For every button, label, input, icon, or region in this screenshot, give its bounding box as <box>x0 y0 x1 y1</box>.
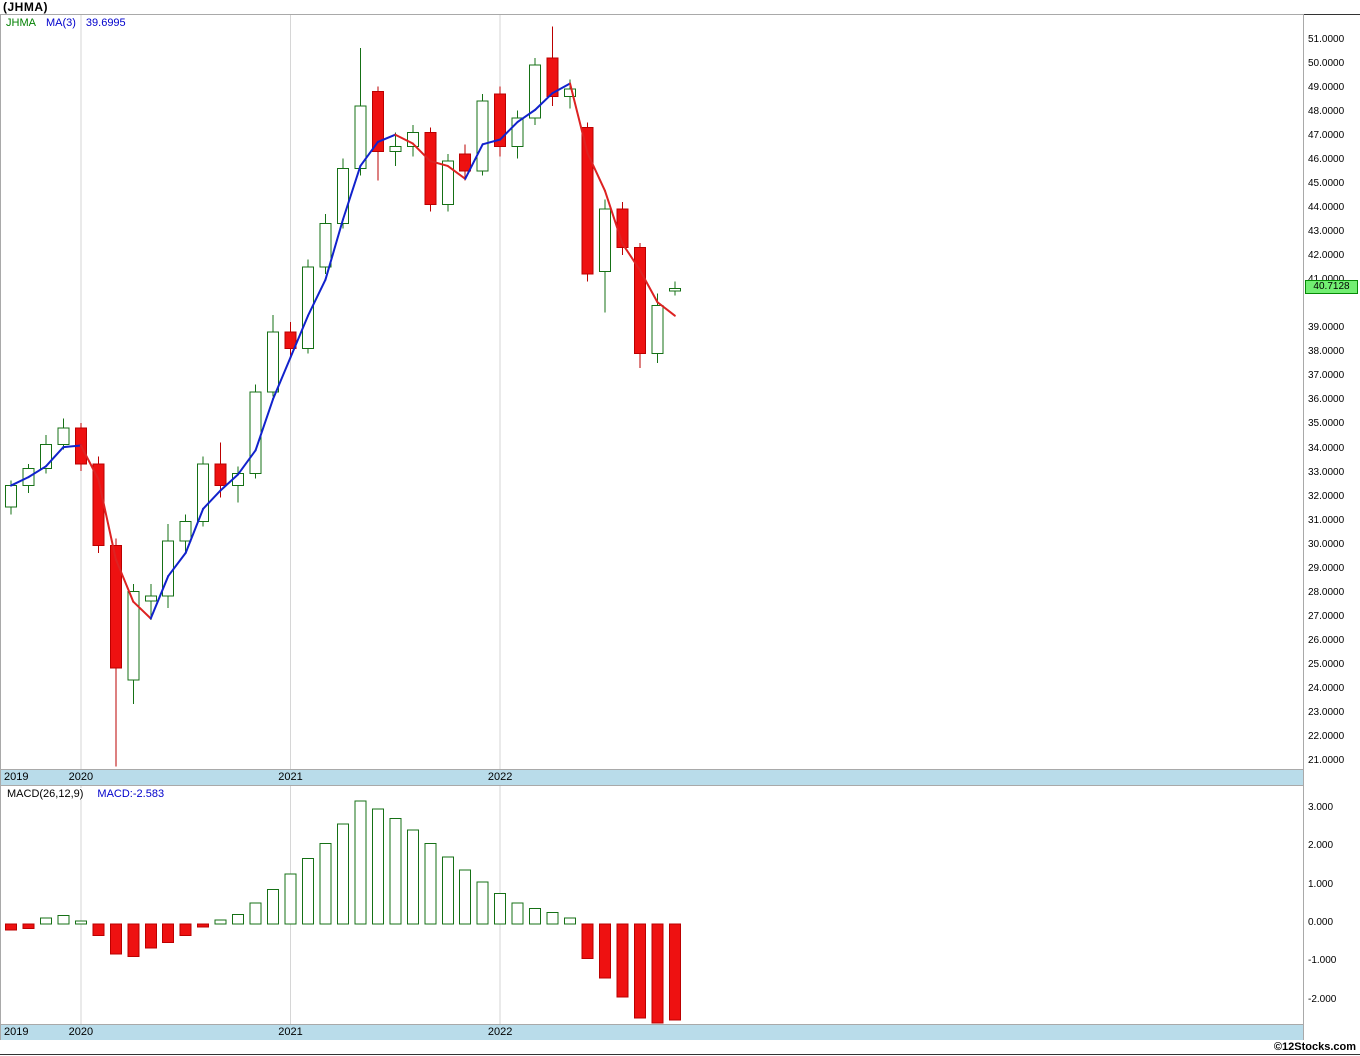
macd-axis-tick: 3.000 <box>1308 801 1334 813</box>
year-label: 2020 <box>68 771 94 783</box>
price-axis-tick: 49.0000 <box>1308 82 1345 94</box>
price-axis-tick: 42.0000 <box>1308 250 1345 262</box>
price-axis-tick: 21.0000 <box>1308 754 1345 766</box>
price-axis-tick: 48.0000 <box>1308 106 1345 118</box>
price-axis-tick: 44.0000 <box>1308 202 1345 214</box>
price-axis-tick: 24.0000 <box>1308 682 1345 694</box>
bottom-divider <box>0 1054 1360 1055</box>
price-axis-tick: 26.0000 <box>1308 634 1345 646</box>
price-axis-tick: 43.0000 <box>1308 226 1345 238</box>
year-label: 2020 <box>68 1026 94 1038</box>
year-label: 2021 <box>278 771 303 783</box>
price-axis-tick: 37.0000 <box>1308 370 1345 382</box>
macd-axis-tick: 0.000 <box>1308 917 1334 928</box>
year-label: 2022 <box>487 771 513 783</box>
ticker-title: (JHMA) <box>3 0 48 14</box>
macd-axis-tick: 1.000 <box>1308 878 1334 890</box>
price-axis-tick: 31.0000 <box>1308 514 1345 526</box>
macd-chart-canvas <box>0 785 1304 1025</box>
year-label: 2022 <box>487 1026 513 1038</box>
macd-axis-tick: 2.000 <box>1308 840 1334 852</box>
macd-axis-tick: -1.000 <box>1308 955 1337 967</box>
macd-param-label: MACD(26,12,9) <box>7 788 84 800</box>
price-axis-tick: 46.0000 <box>1308 154 1345 166</box>
year-label: 2019 <box>4 771 29 783</box>
price-axis-tick: 39.0000 <box>1308 322 1345 334</box>
price-axis-tick: 29.0000 <box>1308 562 1345 574</box>
watermark-credit: ©12Stocks.com <box>1273 1041 1356 1053</box>
price-legend: JHMA MA(3) 39.6995 <box>6 17 136 29</box>
price-axis-tick: 27.0000 <box>1308 610 1345 622</box>
price-axis-tick: 28.0000 <box>1308 586 1345 598</box>
legend-ma-value: 39.6995 <box>85 17 126 29</box>
macd-value-label: MACD:-2.583 <box>97 788 165 800</box>
price-axis-tick: 35.0000 <box>1308 418 1345 430</box>
price-axis-tick: 30.0000 <box>1308 538 1345 550</box>
price-axis-tick: 32.0000 <box>1308 490 1345 502</box>
price-chart-canvas <box>0 14 1304 770</box>
macd-legend: MACD(26,12,9) MACD:-2.583 <box>5 788 167 800</box>
price-axis-tick: 34.0000 <box>1308 442 1345 454</box>
price-axis-tick: 47.0000 <box>1308 130 1345 142</box>
year-label: 2019 <box>4 1026 29 1038</box>
price-axis-tick: 33.0000 <box>1308 466 1345 478</box>
price-axis-tick: 50.0000 <box>1308 58 1345 70</box>
macd-axis-tick: -2.000 <box>1308 993 1337 1005</box>
price-axis-tick: 38.0000 <box>1308 346 1345 358</box>
macd-xaxis-band: 2019 2020 2021 2022 <box>0 1025 1304 1040</box>
legend-symbol: JHMA <box>6 17 36 29</box>
price-axis-tick: 36.0000 <box>1308 394 1345 406</box>
year-label: 2021 <box>278 1026 303 1038</box>
price-axis-tick: 51.0000 <box>1308 34 1345 45</box>
legend-ma-label: MA(3) <box>45 17 76 29</box>
price-axis-tick: 22.0000 <box>1308 730 1345 742</box>
price-axis-tick: 45.0000 <box>1308 178 1345 190</box>
price-xaxis-band: 2019 2020 2021 2022 <box>0 770 1304 785</box>
price-axis-tick: 41.0000 <box>1308 274 1344 285</box>
current-price-tag: 40.7128 <box>1305 280 1358 295</box>
price-axis-tick: 25.0000 <box>1308 658 1345 670</box>
price-axis-tick: 23.0000 <box>1308 706 1345 718</box>
